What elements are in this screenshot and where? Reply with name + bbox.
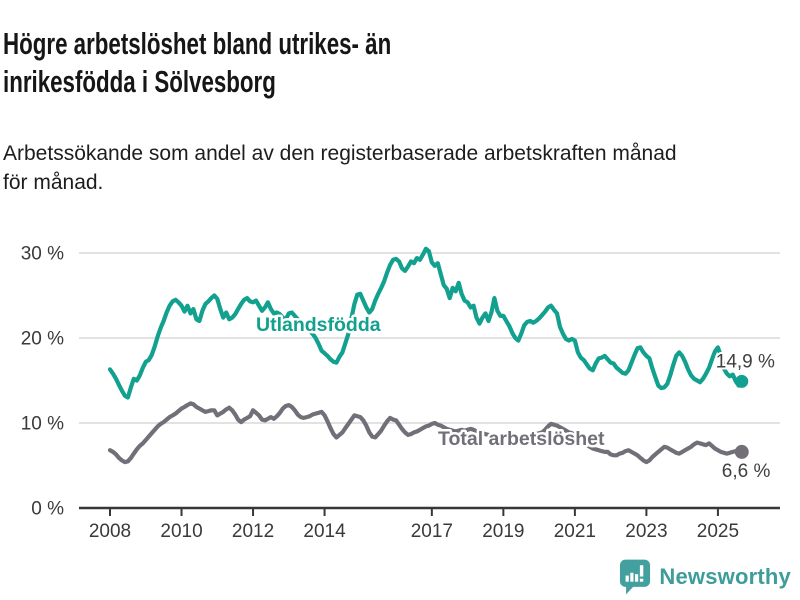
x-tick-label-2008: 2008 (89, 521, 131, 542)
y-tick-label-10: 10 % (21, 414, 64, 435)
chart-subtitle: Arbetssökande som andel av den registerb… (3, 139, 677, 197)
end-dot-total-arbetsl-shet (734, 444, 749, 459)
newsworthy-speech-bubble-bar-chart-icon (620, 559, 651, 595)
x-tick-label-2014: 2014 (303, 521, 346, 542)
x-tick-label-2010: 2010 (160, 521, 202, 542)
series-line-total-arbetsl-shet (107, 401, 744, 465)
end-dot-utlandsf-dda (735, 374, 749, 388)
page-title-line-2: inrikesfödda i Sölvesborg (3, 63, 276, 99)
x-tick-label-2021: 2021 (554, 521, 596, 542)
x-tick-label-2025: 2025 (697, 521, 739, 542)
y-tick-label-0: 0 % (31, 499, 64, 520)
series-line-utlandsf-dda (107, 246, 744, 400)
x-tick-label-2019: 2019 (482, 521, 524, 542)
chart-subtitle-line-2: för månad. (3, 171, 104, 194)
newsworthy-brand-text: Newsworthy (659, 564, 791, 589)
page-title: Högre arbetslöshet bland utrikes- än inr… (3, 25, 391, 101)
series-label-total-arbetsl-shet: Total arbetslöshet (438, 428, 605, 450)
x-tick-label-2017: 2017 (411, 521, 453, 542)
end-value-label-total-arbetsl-shet: 6,6 % (722, 461, 771, 482)
chart-subtitle-line-1: Arbetssökande som andel av den registerb… (3, 142, 677, 165)
y-tick-label-30: 30 % (21, 244, 64, 265)
y-tick-label-20: 20 % (21, 329, 64, 350)
series-label-utlandsf-dda: Utlandsfödda (256, 314, 381, 336)
end-value-label-utlandsf-dda: 14,9 % (716, 351, 775, 372)
page-title-line-1: Högre arbetslöshet bland utrikes- än (3, 25, 392, 61)
x-tick-label-2023: 2023 (625, 521, 667, 542)
newsworthy-brand: Newsworthy (619, 559, 791, 595)
x-tick-label-2012: 2012 (232, 521, 274, 542)
